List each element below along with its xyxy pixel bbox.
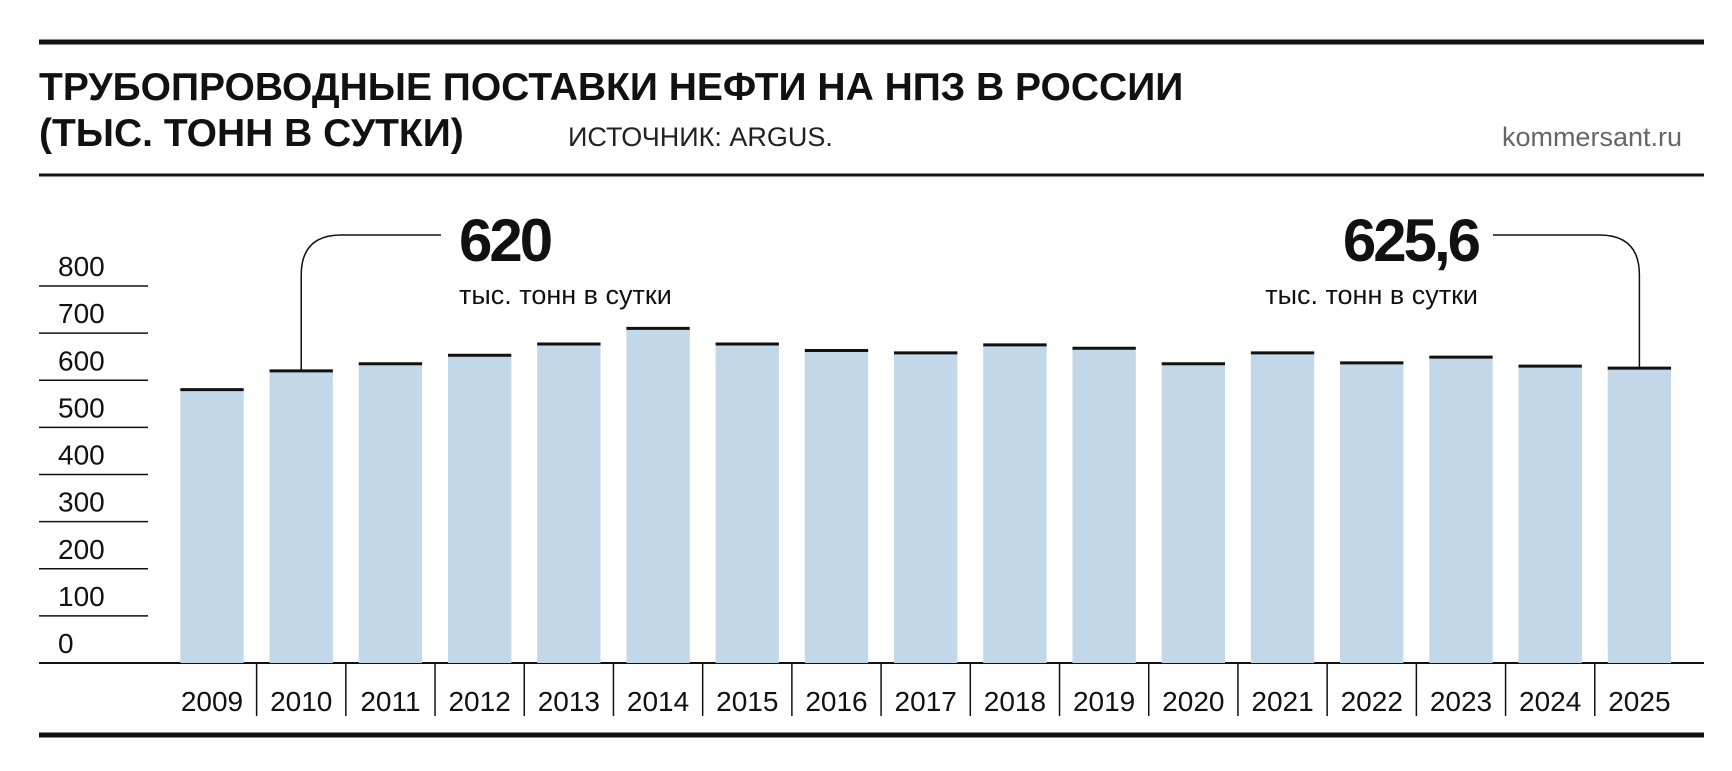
bar [180,389,244,663]
bar [447,355,512,663]
y-tick-label: 200 [58,534,105,565]
bar [804,350,869,663]
x-tick-label: 2025 [1608,686,1670,717]
x-tick-label: 2021 [1251,686,1313,717]
x-tick-label: 2014 [627,686,689,717]
bar [1429,357,1493,663]
connector [300,234,441,371]
y-tick-label: 600 [58,345,105,376]
y-tick-label: 300 [58,487,105,518]
source: kommersant.ru [1502,122,1682,152]
x-tick-label: 2017 [895,686,957,717]
x-tick-label: 2013 [538,686,600,717]
annotation-unit: тыс. тонн в сутки [1265,280,1478,310]
annotation-value: 625,6 [1343,207,1480,274]
annotation-unit: тыс. тонн в сутки [459,280,672,310]
bar [1518,366,1582,663]
y-tick-label: 800 [58,251,105,282]
x-tick-label: 2016 [805,686,867,717]
x-tick-label: 2023 [1430,686,1492,717]
chart-title: (ТЫС. ТОНН В СУТКИ) [39,112,464,155]
chart-title: ТРУБОПРОВОДНЫЕ ПОСТАВКИ НЕФТИ НА НПЗ В Р… [39,66,1183,109]
bar [983,344,1047,663]
bar [358,363,423,663]
y-tick-label: 700 [58,298,105,329]
bar [1072,348,1136,663]
bar [715,343,779,663]
bar [626,328,690,663]
x-tick-label: 2011 [360,686,420,717]
annotation-value: 620 [459,207,551,274]
x-tick-label: 2015 [716,686,778,717]
x-tick-label: 2020 [1162,686,1224,717]
bar [1340,362,1404,663]
bar [1250,352,1315,663]
y-tick-label: 0 [58,628,74,659]
connector [1493,234,1641,369]
y-tick-label: 500 [58,392,105,423]
bar [1161,363,1226,663]
y-tick-label: 100 [58,581,105,612]
x-tick-label: 2022 [1341,686,1403,717]
x-tick-label: 2009 [181,686,243,717]
x-tick-label: 2018 [984,686,1046,717]
x-tick-label: 2012 [448,686,510,717]
bar [269,370,333,663]
bar [537,343,601,663]
x-tick-label: 2024 [1519,686,1581,717]
x-tick-label: 2019 [1073,686,1135,717]
y-tick-label: 400 [58,440,105,471]
chart-subtitle: ИСТОЧНИК: ARGUS. [568,122,833,152]
x-tick-label: 2010 [270,686,332,717]
bar [894,352,958,663]
bar [1607,368,1672,663]
